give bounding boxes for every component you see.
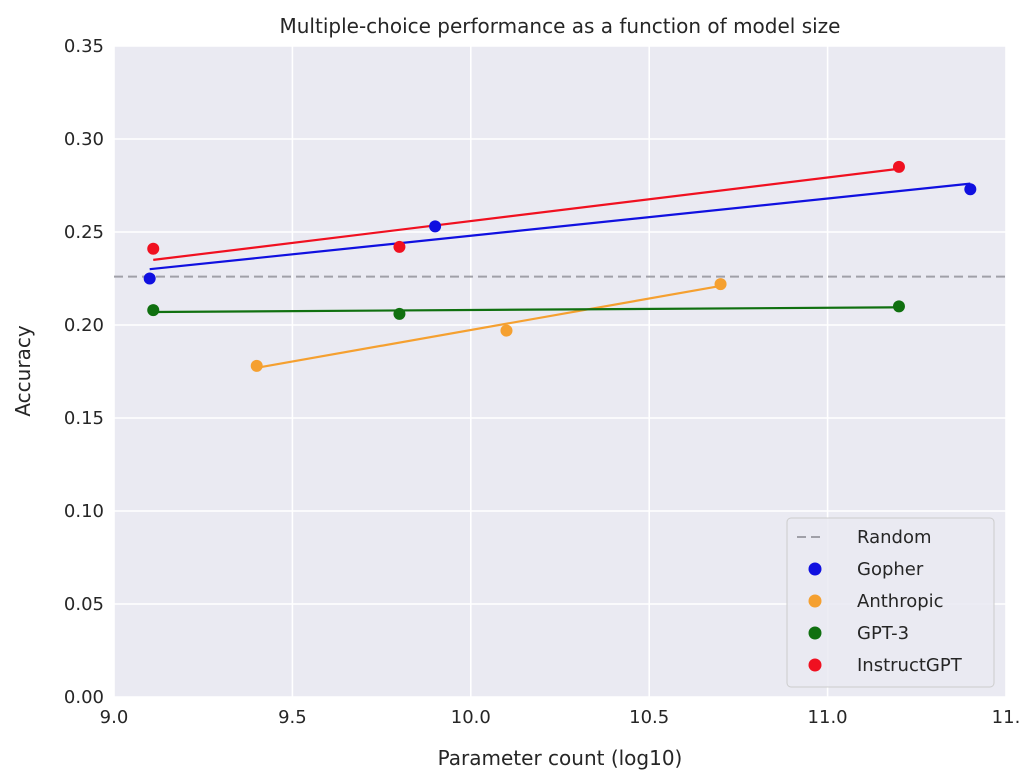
legend-label-anthropic: Anthropic [857,591,944,612]
x-tick-label: 10.0 [451,707,491,728]
fit-line-gpt-3 [153,306,899,314]
x-tick-label: 9.5 [278,707,307,728]
legend-label-gpt-3: GPT-3 [857,623,909,644]
y-tick-label: 0.25 [64,222,104,243]
legend-marker-gpt-3 [808,626,822,640]
x-tick-label: 9.0 [100,707,129,728]
x-tick-labels: 9.0 9.5 10.0 10.5 11.0 11. [100,707,1021,728]
point-instructgpt [147,242,160,255]
legend-marker-gopher [808,562,822,576]
x-tick-label: 10.5 [629,707,669,728]
point-anthropic [250,359,263,372]
y-tick-label: 0.20 [64,315,104,336]
point-instructgpt [393,240,406,253]
y-tick-label: 0.10 [64,501,104,522]
fit-lines [149,167,971,369]
point-gpt-3 [393,307,406,320]
y-axis-label: Accuracy [11,325,35,416]
point-anthropic [500,324,513,337]
fit-line-gopher [149,182,971,271]
x-axis-label: Parameter count (log10) [438,746,683,770]
x-tick-label: 11. [992,707,1021,728]
point-anthropic [714,278,727,291]
x-tick-label: 11.0 [808,707,848,728]
point-gpt-3 [892,300,905,313]
y-tick-label: 0.30 [64,129,104,150]
legend: Random Gopher Anthropic GPT-3 InstructGPT [786,517,995,688]
y-tick-label: 0.05 [64,594,104,615]
legend-label-gopher: Gopher [857,559,924,580]
legend-box [786,517,995,688]
grid [113,45,1007,698]
point-gopher [143,272,156,285]
y-tick-label: 0.00 [64,687,104,708]
legend-marker-anthropic [808,594,822,608]
y-tick-label: 0.15 [64,408,104,429]
point-instructgpt [892,160,905,173]
y-tick-labels: 0.00 0.05 0.10 0.15 0.20 0.25 0.30 0.35 [64,36,104,708]
y-tick-label: 0.35 [64,36,104,57]
legend-label-instructgpt: InstructGPT [857,655,963,676]
legend-label-random: Random [857,527,932,548]
legend-marker-instructgpt [808,658,822,672]
fit-line-instructgpt [153,167,900,261]
chart-title: Multiple-choice performance as a functio… [280,14,841,38]
fit-line-anthropic [256,284,721,369]
point-gopher [429,220,442,233]
point-gpt-3 [147,304,160,317]
data-points [143,160,977,372]
point-gopher [964,183,977,196]
